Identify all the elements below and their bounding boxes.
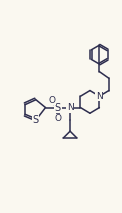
Text: S: S bbox=[55, 103, 61, 112]
Text: N: N bbox=[96, 92, 103, 101]
Text: O: O bbox=[48, 95, 55, 105]
Text: S: S bbox=[33, 115, 39, 125]
Text: O: O bbox=[54, 114, 61, 123]
Text: N: N bbox=[67, 103, 73, 112]
